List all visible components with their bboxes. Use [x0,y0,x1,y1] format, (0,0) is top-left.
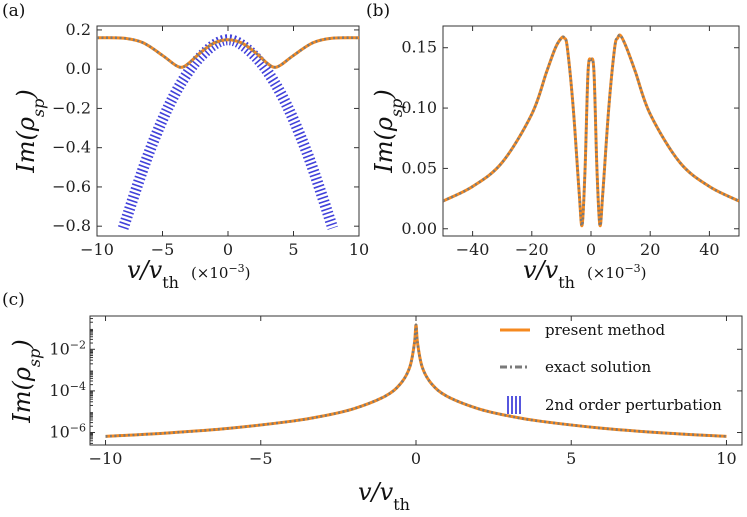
panel-b-y-axis-label: Im(ρsp) [370,89,406,174]
panel-a-y-axis-label: Im(ρsp) [12,89,48,174]
panel-label-a: (a) [2,1,25,21]
x-tick-label: 0 [586,240,596,259]
legend-label-perturbation: 2nd order perturbation [545,396,722,414]
y-tick-label: 0.2 [66,20,91,39]
x-tick-label: 0 [223,240,233,259]
panel-a-frame [96,25,360,237]
panel-b-frame [442,25,740,237]
panel-c-series [105,323,727,438]
series-present-method [105,323,727,438]
x-tick-label: −5 [249,449,273,468]
x-tick-label: 10 [349,240,369,259]
legend-label-present-method: present method [545,321,666,339]
x-tick-label: −10 [80,240,114,259]
panel-c-y-axis-label: Im(ρsp) [8,339,44,424]
panel-c-x-axis-label: v/vth [358,478,410,514]
x-tick-label: 5 [566,449,576,468]
panel-label-c: (c) [2,290,25,310]
y-tick-label: 10−2 [49,338,86,359]
x-tick-label: 40 [699,240,719,259]
panel-a: −10 −5 0 5 100.20.0−0.2−0.4−0.6−0.8 Im(ρsp) … [12,20,369,292]
x-tick-label: 5 [288,240,298,259]
panel-a-series [97,34,359,230]
panel-label-b: (b) [366,1,390,21]
y-tick-label: 0.00 [401,219,437,238]
x-tick-label: 20 [640,240,660,259]
y-tick-label: 0.0 [66,59,91,78]
y-tick-label: −0.4 [52,138,91,157]
x-tick-label: −40 [456,240,490,259]
legend-swatch-perturbation [507,396,521,414]
panel-c-ticks: −10 −5 0 5 10 10−2 10−4 10−6 [49,316,742,468]
y-tick-label: −0.6 [52,177,91,196]
panel-a-ticks: −10 −5 0 5 10 0.2 0.0 −0.2 −0.4 −0.6 −0.8 [52,20,369,259]
panel-b-series [443,33,739,228]
x-tick-label: −20 [515,240,549,259]
y-tick-label: −0.2 [52,98,91,117]
series-exact-solution [443,33,739,227]
panel-c: −10 −5 0 5 10 10−2 10−4 10−6 Im(ρsp) v/vth pres… [8,315,743,514]
panel-b-ticks: −40 −20 0 20 40 0.00 0.05 0.10 0.15 [401,26,739,259]
x-tick-label: 10 [716,449,736,468]
y-tick-label: 0.15 [401,38,437,57]
y-tick-label: 0.05 [401,158,437,177]
x-tick-label: 0 [411,449,421,468]
panel-b-x-axis-label: v/vth (×10−3) [523,256,647,292]
y-tick-label: 10−6 [49,421,86,442]
y-tick-label: 0.10 [401,98,437,117]
x-tick-label: −5 [151,240,175,259]
panel-a-x-axis-label: v/vth (×10−3) [127,256,251,292]
series-present-method [443,33,739,228]
y-tick-label: −0.8 [52,216,91,235]
legend: present method exact solution 2nd order … [500,321,722,414]
series-present-method [97,36,359,69]
series-perturbation [117,34,339,230]
x-tick-label: −10 [89,449,123,468]
series-exact-solution [97,36,359,69]
y-tick-label: 10−4 [49,379,86,400]
panel-b: −40 −20 0 20 40 0.00 0.05 0.10 0.15 Im(ρsp) v/vt… [370,25,740,292]
series-exact-solution [105,323,727,438]
legend-label-exact-solution: exact solution [545,358,652,376]
